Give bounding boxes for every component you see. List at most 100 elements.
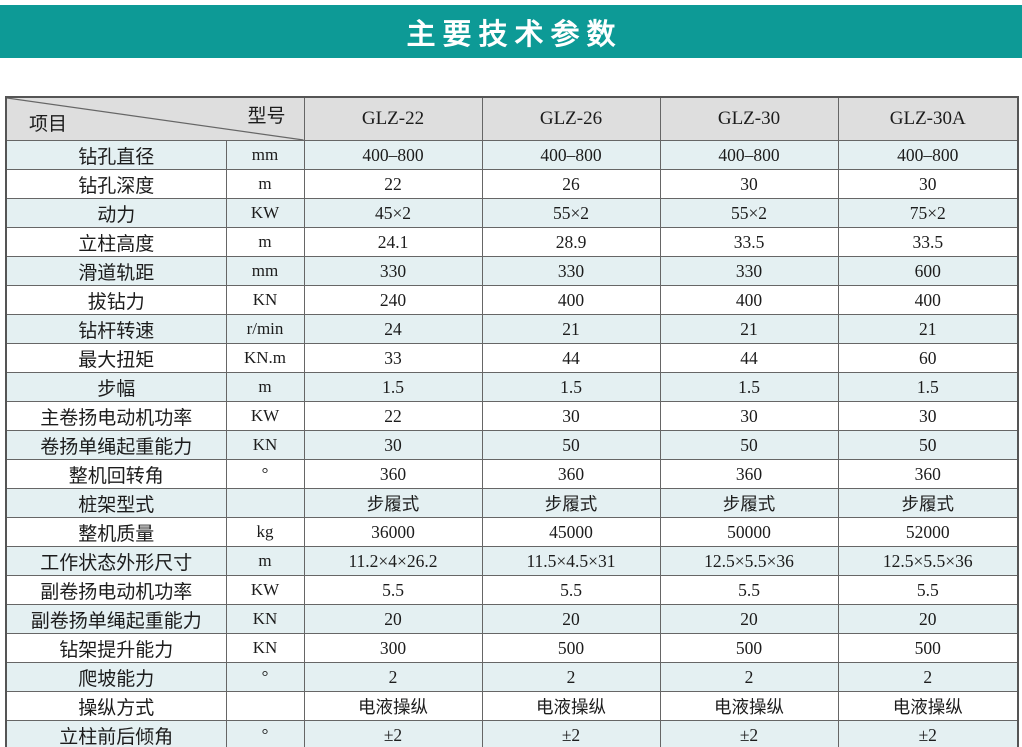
param-value: 45000 — [481, 517, 661, 547]
param-value: 330 — [659, 256, 839, 286]
param-unit: m — [225, 372, 305, 402]
param-value: 360 — [659, 459, 839, 489]
param-label: 爬坡能力 — [5, 662, 227, 692]
param-value: 55×2 — [659, 198, 839, 228]
param-unit: KN — [225, 285, 305, 315]
table-body: 钻孔直径 mm 400–800 400–800 400–800 400–800 … — [5, 140, 1019, 747]
table-row: 工作状态外形尺寸 m 11.2×4×26.2 11.5×4.5×31 12.5×… — [5, 546, 1019, 576]
diagonal-divider-line — [7, 98, 304, 140]
table-row: 立柱前后倾角 ° ±2 ±2 ±2 ±2 — [5, 720, 1019, 747]
param-unit: m — [225, 227, 305, 257]
table-row: 卷扬单绳起重能力 KN 30 50 50 50 — [5, 430, 1019, 460]
param-value: 600 — [837, 256, 1019, 286]
param-value: 50 — [837, 430, 1019, 460]
param-value: 21 — [659, 314, 839, 344]
param-label: 立柱高度 — [5, 227, 227, 257]
param-value: ±2 — [837, 720, 1019, 747]
param-value: 30 — [837, 169, 1019, 199]
param-label: 副卷扬电动机功率 — [5, 575, 227, 605]
param-value: 55×2 — [481, 198, 661, 228]
param-value: 330 — [303, 256, 483, 286]
param-value: ±2 — [481, 720, 661, 747]
param-value: 1.5 — [659, 372, 839, 402]
param-value: 50 — [659, 430, 839, 460]
param-value: 电液操纵 — [303, 691, 483, 721]
param-value: 500 — [837, 633, 1019, 663]
param-value: 400–800 — [659, 140, 839, 170]
param-label: 整机质量 — [5, 517, 227, 547]
param-value: 11.2×4×26.2 — [303, 546, 483, 576]
param-value: 12.5×5.5×36 — [659, 546, 839, 576]
param-value: 30 — [481, 401, 661, 431]
corner-cell: 项目 型号 — [5, 96, 305, 141]
param-unit: KN — [225, 430, 305, 460]
param-value: 步履式 — [659, 488, 839, 518]
param-value: 30 — [303, 430, 483, 460]
param-value: 电液操纵 — [481, 691, 661, 721]
param-label: 拔钻力 — [5, 285, 227, 315]
table-row: 动力 KW 45×2 55×2 55×2 75×2 — [5, 198, 1019, 228]
param-value: 22 — [303, 401, 483, 431]
param-label: 整机回转角 — [5, 459, 227, 489]
table-row: 拔钻力 KN 240 400 400 400 — [5, 285, 1019, 315]
param-value: 30 — [659, 169, 839, 199]
param-value: 400 — [659, 285, 839, 315]
param-value: 12.5×5.5×36 — [837, 546, 1019, 576]
corner-model-label: 型号 — [247, 106, 286, 127]
param-label: 滑道轨距 — [5, 256, 227, 286]
param-label: 钻孔深度 — [5, 169, 227, 199]
param-unit: kg — [225, 517, 305, 547]
param-unit — [225, 691, 305, 721]
table-row: 整机质量 kg 36000 45000 50000 52000 — [5, 517, 1019, 547]
corner-item-label: 项目 — [29, 114, 68, 135]
param-label: 钻孔直径 — [5, 140, 227, 170]
param-label: 最大扭矩 — [5, 343, 227, 373]
param-value: 电液操纵 — [837, 691, 1019, 721]
param-value: ±2 — [303, 720, 483, 747]
param-value: 20 — [481, 604, 661, 634]
table-row: 钻孔直径 mm 400–800 400–800 400–800 400–800 — [5, 140, 1019, 170]
column-header-model: GLZ-30 — [659, 96, 839, 141]
param-label: 操纵方式 — [5, 691, 227, 721]
param-value: 20 — [837, 604, 1019, 634]
param-value: 400–800 — [481, 140, 661, 170]
table-row: 整机回转角 ° 360 360 360 360 — [5, 459, 1019, 489]
param-unit: ° — [225, 459, 305, 489]
param-value: 21 — [837, 314, 1019, 344]
column-header-model: GLZ-26 — [481, 96, 661, 141]
param-value: 28.9 — [481, 227, 661, 257]
table-row: 钻孔深度 m 22 26 30 30 — [5, 169, 1019, 199]
param-value: 24.1 — [303, 227, 483, 257]
table-row: 副卷扬电动机功率 KW 5.5 5.5 5.5 5.5 — [5, 575, 1019, 605]
param-unit: KN — [225, 633, 305, 663]
table-row: 桩架型式 步履式 步履式 步履式 步履式 — [5, 488, 1019, 518]
table-row: 操纵方式 电液操纵 电液操纵 电液操纵 电液操纵 — [5, 691, 1019, 721]
param-unit: ° — [225, 720, 305, 747]
param-unit: r/min — [225, 314, 305, 344]
param-value: 50 — [481, 430, 661, 460]
param-value: 30 — [837, 401, 1019, 431]
param-unit: KN — [225, 604, 305, 634]
param-value: 45×2 — [303, 198, 483, 228]
param-label: 动力 — [5, 198, 227, 228]
param-value: 44 — [481, 343, 661, 373]
param-value: 2 — [303, 662, 483, 692]
param-value: 33 — [303, 343, 483, 373]
param-value: 36000 — [303, 517, 483, 547]
param-value: 步履式 — [837, 488, 1019, 518]
param-value: 1.5 — [303, 372, 483, 402]
param-value: 52000 — [837, 517, 1019, 547]
param-value: 60 — [837, 343, 1019, 373]
param-value: 500 — [659, 633, 839, 663]
param-value: 500 — [481, 633, 661, 663]
param-value: 22 — [303, 169, 483, 199]
param-value: 步履式 — [481, 488, 661, 518]
param-value: 21 — [481, 314, 661, 344]
param-unit: m — [225, 169, 305, 199]
param-label: 步幅 — [5, 372, 227, 402]
param-value: 300 — [303, 633, 483, 663]
param-value: 33.5 — [659, 227, 839, 257]
table-row: 立柱高度 m 24.1 28.9 33.5 33.5 — [5, 227, 1019, 257]
table-header: 项目 型号 GLZ-22 GLZ-26 GLZ-30 GLZ-30A — [5, 96, 1019, 141]
param-unit — [225, 488, 305, 518]
